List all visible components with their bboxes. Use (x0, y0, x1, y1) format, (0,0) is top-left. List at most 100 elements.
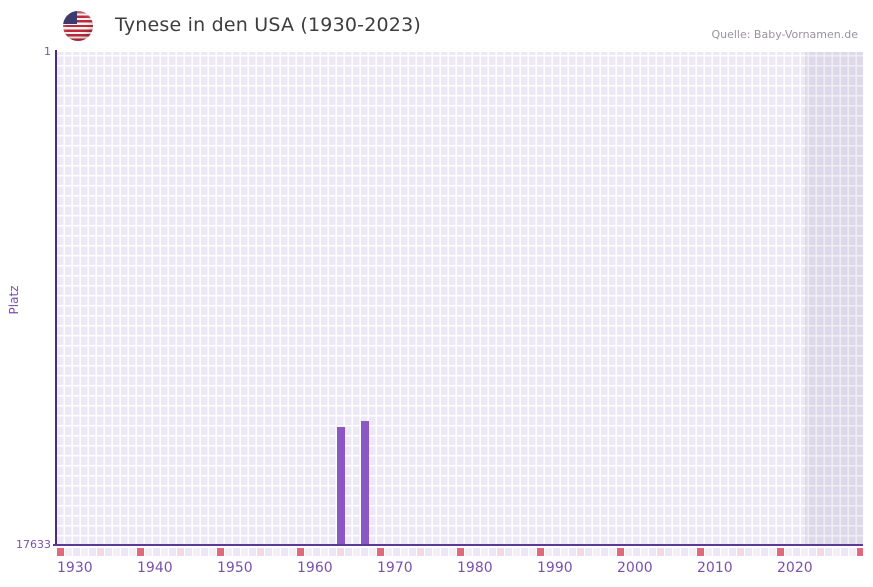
year-cell (497, 548, 504, 556)
year-cell (561, 548, 568, 556)
year-cell (329, 548, 336, 556)
year-cell (465, 548, 472, 556)
source-credit: Quelle: Baby-Vornamen.de (711, 28, 858, 41)
year-cell (801, 548, 808, 556)
year-cell (817, 548, 824, 556)
year-cell (257, 548, 264, 556)
year-cell (185, 548, 192, 556)
year-cell (417, 548, 424, 556)
year-cell (193, 548, 200, 556)
x-tick-label-2020: 2020 (777, 560, 813, 576)
x-tick-label-2010: 2010 (697, 560, 733, 576)
year-cell (529, 548, 536, 556)
year-cell (353, 548, 360, 556)
year-cell (545, 548, 552, 556)
year-cell (841, 548, 848, 556)
year-cell (113, 548, 120, 556)
year-cell (793, 548, 800, 556)
year-cell (209, 548, 216, 556)
year-cell (665, 548, 672, 556)
year-cell (449, 548, 456, 556)
year-cell (81, 548, 88, 556)
decade-marker-1960 (297, 548, 304, 556)
year-cell (97, 548, 104, 556)
year-cell (761, 548, 768, 556)
year-cell (409, 548, 416, 556)
decade-marker-2020 (777, 548, 784, 556)
decade-marker-1970 (377, 548, 384, 556)
year-cell (433, 548, 440, 556)
year-cell (681, 548, 688, 556)
no-data-band (805, 52, 863, 545)
y-axis-line (55, 50, 57, 546)
y-axis-top-label: 1 (44, 45, 51, 58)
page-title: Tynese in den USA (1930-2023) (115, 14, 421, 36)
year-cell (73, 548, 80, 556)
decade-marker-1990 (537, 548, 544, 556)
year-cell (849, 548, 856, 556)
x-tick-label-1930: 1930 (57, 560, 93, 576)
year-cell (201, 548, 208, 556)
year-cell (345, 548, 352, 556)
year-cell (657, 548, 664, 556)
year-cell (633, 548, 640, 556)
year-cell (441, 548, 448, 556)
x-tick-label-2000: 2000 (617, 560, 653, 576)
year-cell (337, 548, 344, 556)
year-cell (625, 548, 632, 556)
x-tick-label-1980: 1980 (457, 560, 493, 576)
x-axis-labels: 1930 1940 1950 1960 1970 1980 1990 2000 2010 2020 (57, 560, 863, 580)
year-cell (289, 548, 296, 556)
x-axis-line (53, 544, 863, 546)
decade-marker-2030 (857, 548, 863, 556)
bar-1965[interactable] (337, 427, 345, 545)
year-cell (361, 548, 368, 556)
year-cell (521, 548, 528, 556)
year-cell (785, 548, 792, 556)
year-cell (713, 548, 720, 556)
year-cell (305, 548, 312, 556)
decade-marker-1940 (137, 548, 144, 556)
x-tick-label-1960: 1960 (297, 560, 333, 576)
us-flag-icon (63, 11, 93, 41)
year-cell (673, 548, 680, 556)
x-tick-label-1950: 1950 (217, 560, 253, 576)
year-cell (473, 548, 480, 556)
year-cell (505, 548, 512, 556)
plot-area (57, 52, 863, 545)
year-cell (129, 548, 136, 556)
decade-marker-2000 (617, 548, 624, 556)
year-cell (705, 548, 712, 556)
year-cell (825, 548, 832, 556)
decade-marker-2010 (697, 548, 704, 556)
year-cell (321, 548, 328, 556)
x-tick-label-1970: 1970 (377, 560, 413, 576)
year-cell (641, 548, 648, 556)
year-cell (177, 548, 184, 556)
year-cell (105, 548, 112, 556)
year-cell (65, 548, 72, 556)
year-cell (649, 548, 656, 556)
year-cell (689, 548, 696, 556)
y-axis-bottom-label: 17633 (16, 538, 51, 551)
year-cell (225, 548, 232, 556)
year-cell (601, 548, 608, 556)
year-cell (753, 548, 760, 556)
year-cell (737, 548, 744, 556)
year-cell (769, 548, 776, 556)
decade-marker-1930 (57, 548, 64, 556)
year-cell (729, 548, 736, 556)
year-cell (609, 548, 616, 556)
bar-1968[interactable] (361, 421, 369, 545)
year-cell (745, 548, 752, 556)
year-marker-strip (57, 548, 863, 556)
year-cell (121, 548, 128, 556)
year-cell (385, 548, 392, 556)
year-cell (169, 548, 176, 556)
year-cell (481, 548, 488, 556)
year-cell (833, 548, 840, 556)
year-cell (513, 548, 520, 556)
year-cell (273, 548, 280, 556)
year-cell (145, 548, 152, 556)
year-cell (585, 548, 592, 556)
